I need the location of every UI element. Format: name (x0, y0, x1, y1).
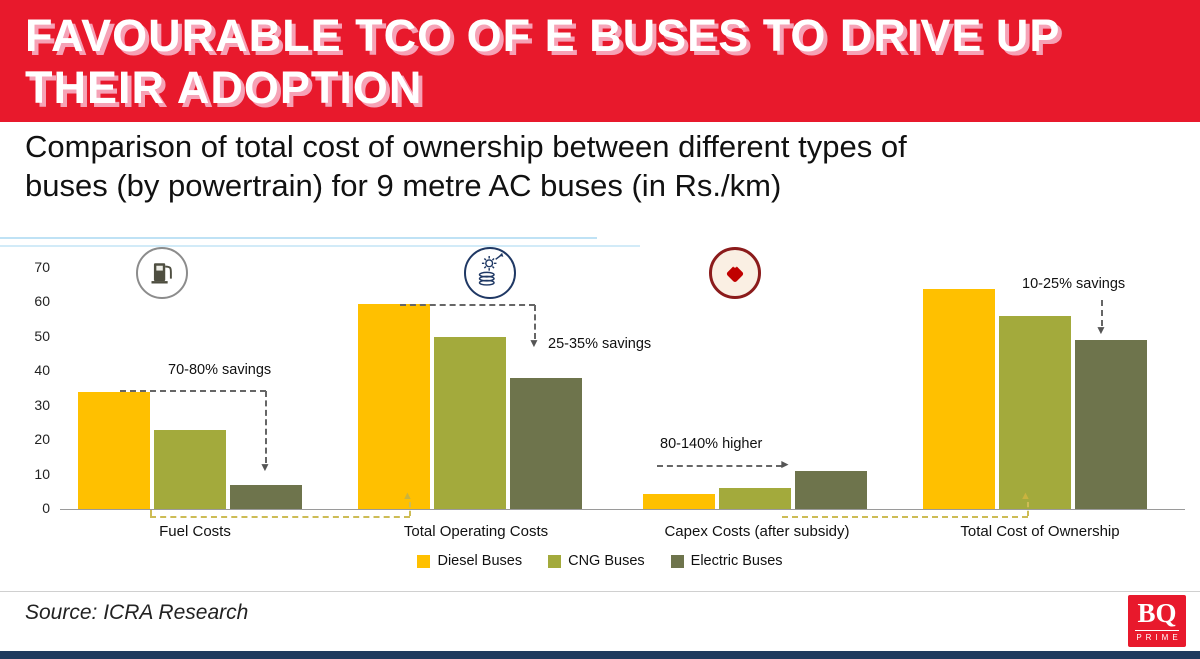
bar-chart: 70-80% savings ▼ 25-35% savings ▼ 80-140… (0, 240, 1200, 560)
category-label-total-cost: Total Cost of Ownership (960, 523, 1120, 540)
arrow-down-icon: ▼ (1095, 323, 1107, 337)
chart-subtitle: Comparison of total cost of ownership be… (25, 127, 1175, 206)
fuel-pump-icon (136, 247, 188, 299)
bar-cng-buses (154, 430, 226, 509)
page-title: FAVOURABLE TCO OF E BUSES TO DRIVE UP TH… (0, 0, 1200, 114)
connector-dash-line (150, 510, 152, 516)
gear-coins-glyph (478, 252, 504, 286)
logo-bq-text: BQ (1137, 598, 1177, 628)
arrow-up-icon: ▲ (402, 490, 413, 502)
annotation-dash-line (265, 391, 267, 463)
arrow-down-icon: ▼ (528, 336, 540, 350)
bar-group (78, 268, 310, 509)
chart-subtitle-line2: buses (by powertrain) for 9 metre AC bus… (25, 168, 782, 204)
legend-swatch-electric (670, 554, 684, 568)
bar-group (643, 268, 875, 509)
legend-item-electric: Electric Buses (670, 553, 783, 569)
annotation-dash-line (534, 305, 536, 339)
annotation-capex-higher: 80-140% higher (660, 436, 763, 452)
arrow-up-icon: ▲ (1020, 490, 1031, 502)
chart-subtitle-line1: Comparison of total cost of ownership be… (25, 129, 907, 164)
annotation-tco-savings: 10-25% savings (1022, 276, 1126, 292)
bar-diesel-buses (643, 494, 715, 509)
decorative-line (0, 237, 597, 239)
bottom-strip (0, 651, 1200, 659)
connector-dash-line (1027, 502, 1029, 516)
bar-group (358, 268, 590, 509)
bq-prime-logo: BQ PRIME (1128, 595, 1186, 647)
bar-electric-buses (1075, 340, 1147, 509)
annotation-dash-line (400, 304, 535, 306)
bar-cng-buses (434, 337, 506, 509)
category-label-operating-costs: Total Operating Costs (403, 523, 549, 540)
price-tag-glyph (726, 263, 744, 282)
arrow-right-icon: ► (779, 457, 791, 471)
price-tag-icon (709, 247, 761, 299)
decorative-line (0, 245, 640, 247)
connector-dash-line (409, 502, 411, 516)
bar-group (923, 268, 1155, 509)
header-banner: FAVOURABLE TCO OF E BUSES TO DRIVE UP TH… (0, 0, 1200, 122)
y-axis-label: 50 (34, 327, 50, 344)
bar-diesel-buses (923, 289, 995, 509)
annotation-dash-line (1101, 300, 1103, 326)
plot-area (60, 268, 1185, 510)
legend-item-diesel: Diesel Buses (417, 553, 522, 569)
logo-divider (1135, 630, 1179, 631)
logo-prime-text: PRIME (1136, 633, 1182, 642)
bar-cng-buses (719, 488, 791, 509)
connector-dash-line (150, 516, 410, 518)
category-label-capex-costs: Capex Costs (after subsidy) (664, 523, 850, 540)
legend-label-electric: Electric Buses (690, 553, 783, 569)
annotation-operating-savings: 25-35% savings (548, 336, 652, 352)
legend-label-cng: CNG Buses (568, 553, 645, 569)
chart-legend: Diesel Buses CNG Buses Electric Buses (0, 553, 1200, 569)
legend-item-cng: CNG Buses (548, 553, 645, 569)
bar-diesel-buses (358, 304, 430, 509)
source-text: Source: ICRA Research (25, 601, 249, 624)
footer-divider (0, 591, 1200, 592)
category-label-fuel-costs: Fuel Costs (159, 523, 231, 540)
y-axis-label: 40 (34, 362, 50, 379)
legend-swatch-cng (548, 554, 562, 568)
bar-electric-buses (230, 485, 302, 509)
y-axis-label: 70 (34, 259, 50, 275)
arrow-down-icon: ▼ (259, 460, 271, 474)
annotation-fuel-savings: 70-80% savings (168, 362, 272, 378)
page-title-line2: THEIR ADOPTION (25, 62, 423, 114)
page-title-line1: FAVOURABLE TCO OF E BUSES TO DRIVE UP (25, 10, 1061, 61)
bar-electric-buses (795, 471, 867, 509)
y-axis-label: 20 (34, 431, 50, 448)
legend-label-diesel: Diesel Buses (437, 553, 523, 569)
bar-diesel-buses (78, 392, 150, 509)
annotation-dash-line (120, 390, 266, 392)
y-axis-label: 30 (34, 396, 50, 413)
y-axis-label: 10 (34, 465, 50, 482)
y-axis-label: 0 (42, 500, 50, 516)
legend-swatch-diesel (417, 554, 431, 568)
fuel-pump-glyph (151, 263, 172, 284)
y-axis-label: 60 (34, 293, 50, 310)
operating-cost-icon (464, 247, 516, 299)
connector-dash-line (782, 516, 1028, 518)
bar-electric-buses (510, 378, 582, 509)
bar-cng-buses (999, 316, 1071, 509)
annotation-dash-line (657, 465, 782, 467)
